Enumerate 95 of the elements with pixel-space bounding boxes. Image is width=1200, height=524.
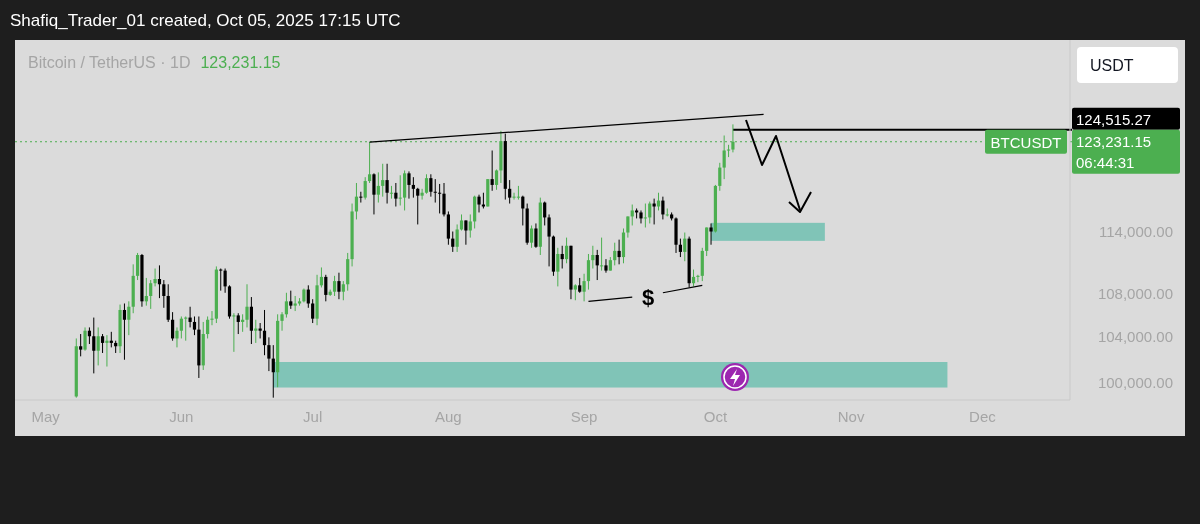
candlestick [394,182,398,207]
candlestick [219,268,223,292]
candlestick [407,170,411,200]
candlestick [508,179,512,205]
candlestick [643,203,647,228]
candlestick [604,258,608,274]
candlestick [468,213,472,239]
candlestick [367,141,372,184]
candlestick [617,239,621,265]
candlestick [245,283,249,328]
candlestick [420,188,424,201]
candlestick [175,326,179,348]
candlestick [372,172,376,215]
candlestick [83,326,87,352]
candlestick [267,336,271,372]
candlestick [683,232,687,262]
candlestick [232,312,236,353]
candlestick [639,209,643,224]
candlestick [105,334,109,368]
candlestick [100,333,105,354]
candlestick [359,191,363,204]
annotation: BTCUSDT [990,133,1062,151]
candlestick [411,176,415,199]
candlestick [512,192,516,201]
candlestick [385,163,389,205]
candlestick [381,163,385,198]
candlestick [162,279,166,309]
candlestick [236,312,240,335]
candlestick [262,309,267,356]
candlestick [696,274,700,283]
candlestick [433,178,437,204]
candlestick [127,300,131,336]
candlestick [652,198,656,225]
candlestick [170,311,175,342]
candlestick [586,253,591,291]
candlestick [630,204,634,226]
candlestick [311,298,315,324]
candlestick [206,315,210,339]
candlestick [516,185,521,201]
candlestick [451,231,455,253]
candlestick [613,242,617,266]
candlestick [678,238,682,258]
candlestick [249,296,253,345]
candlestick [494,168,499,191]
candlestick [192,315,197,336]
candlestick [135,252,140,281]
candlestick [705,226,709,257]
candlestick [332,275,337,297]
candlestick [547,213,551,267]
candlestick [341,280,345,301]
candlestick [179,315,183,339]
candlestick [284,292,289,319]
candlestick [79,333,83,357]
candlestick [424,173,429,195]
candlestick [564,237,569,264]
candlestick [429,173,433,198]
candlestick [337,272,341,300]
candlestick [582,273,586,302]
candlestick [289,290,293,310]
text: Shafiq_Trader_01 created, Oct 05, 2025 17:15 UTC [10,11,401,30]
ref-line-label: 123,231.15 [1076,132,1152,150]
candlestick [595,249,599,281]
candlestick [626,215,630,239]
candlestick [438,183,442,214]
candlestick [529,224,534,249]
annotation: $ [641,285,655,310]
candlestick [490,149,494,192]
candlestick [376,171,380,204]
candlestick [455,223,459,253]
candlestick [363,176,367,201]
candlestick [389,185,394,200]
candlestick [416,187,420,225]
candlestick [149,279,153,310]
candlestick [122,302,127,361]
candlestick [398,174,402,207]
candlestick [210,310,214,326]
candlestick [477,194,481,213]
candlestick [718,162,722,192]
candlestick [92,317,96,374]
candlestick [464,219,468,246]
text: USDT [1090,57,1134,74]
ref-line-label: 124,515.27 [1076,110,1152,128]
text: 123,231.15 [200,54,281,71]
candlestick [534,222,538,249]
candlestick [153,268,157,287]
candlestick [184,315,188,342]
candlestick [324,274,328,302]
candlestick [280,311,284,332]
candlestick [600,237,604,272]
candlestick [709,222,713,246]
candlestick [442,182,446,217]
candlestick [556,247,560,287]
candlestick [166,283,170,323]
candlestick [96,326,100,366]
text: 06:44:31 [1076,153,1135,171]
